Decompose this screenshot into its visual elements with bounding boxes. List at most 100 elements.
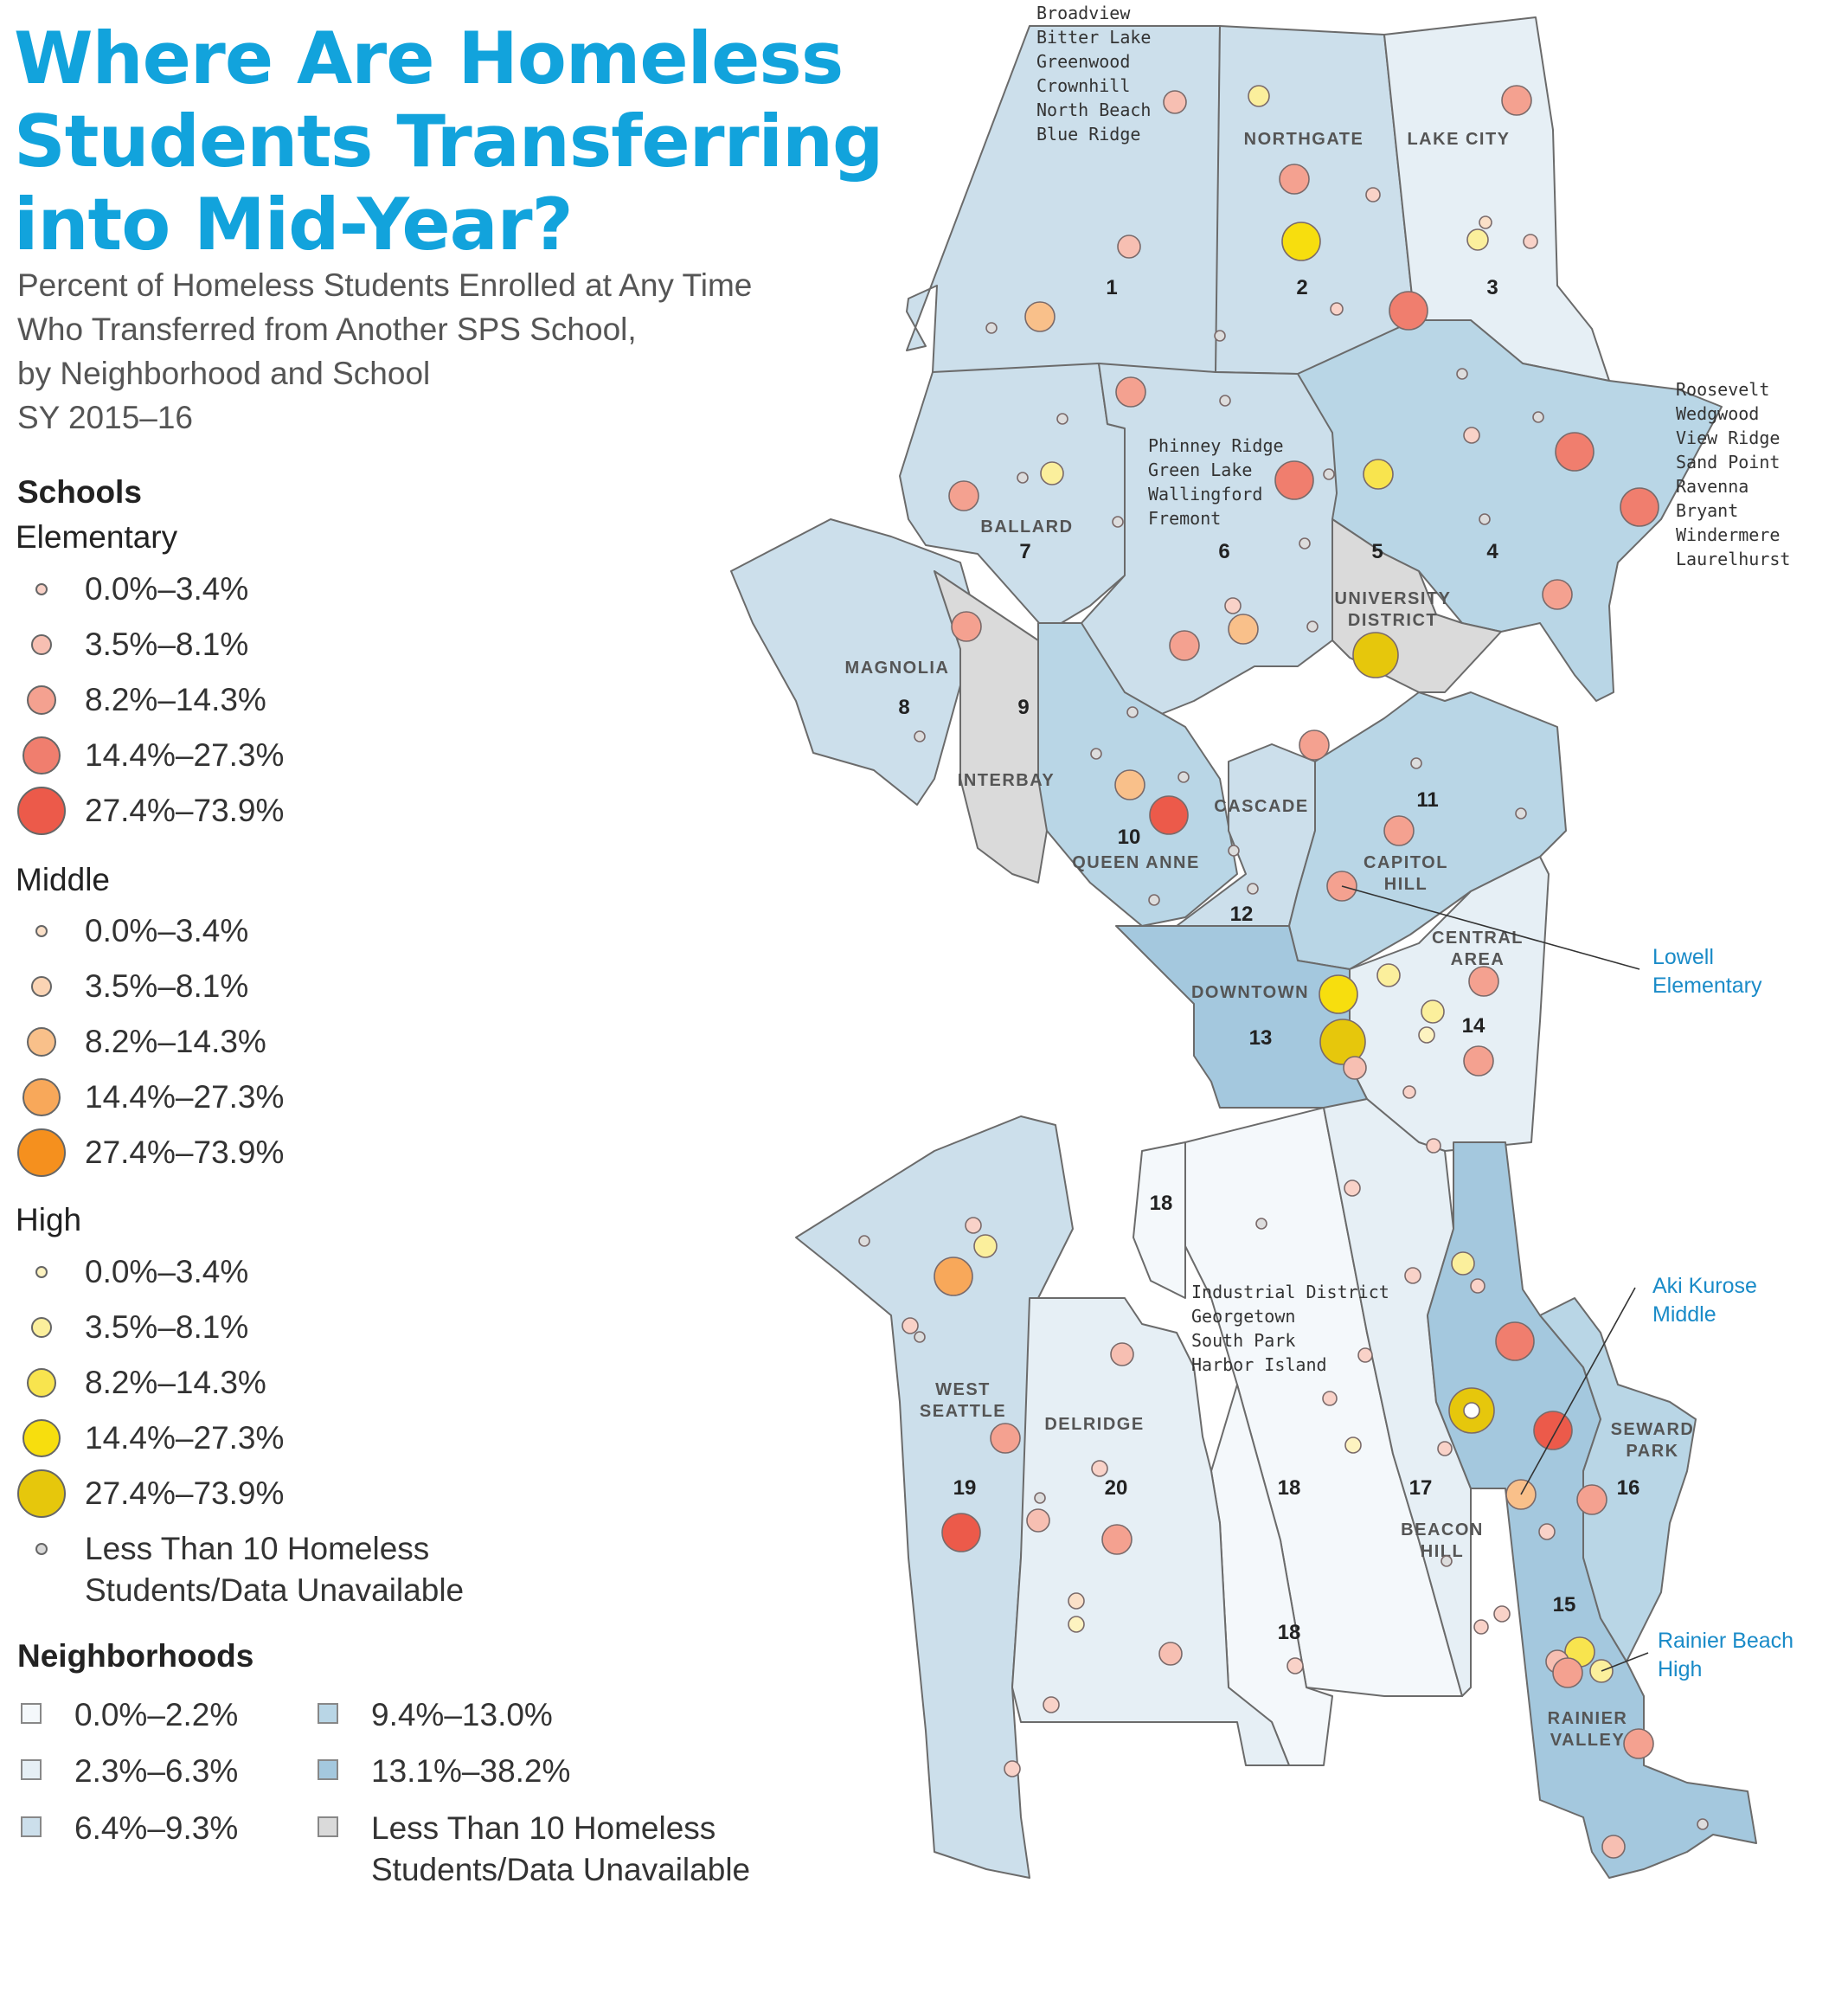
legend-elementary-5: 27.4%–73.9% [16,785,284,837]
school-marker [1437,1441,1453,1456]
school-marker [1555,432,1595,472]
region-number: 18 [1278,1476,1301,1500]
school-marker [1034,1492,1046,1504]
region-number: 2 [1296,276,1307,299]
region-number: 8 [898,696,909,719]
callout-rainier-beach: Rainier Beach [1658,1629,1793,1653]
list-item: Blue Ridge [1036,124,1140,145]
list-item: View Ridge [1676,427,1780,448]
region-number: 16 [1617,1476,1640,1500]
legend-middle-4: 14.4%–27.3% [16,1071,284,1123]
list-item: Phinney Ridge [1148,435,1284,456]
legend-high-2: 3.5%–8.1% [16,1302,248,1353]
area-label-queen-anne: QUEEN ANNE [1072,853,1200,872]
area-label-university-district: UNIVERSITY [1334,589,1451,608]
range-label: 3.5%–8.1% [85,627,249,662]
list-item: Windermere [1676,524,1780,545]
school-marker [1463,1402,1480,1419]
neighborhoods-heading: Neighborhoods [17,1638,254,1674]
school-marker [1470,1278,1485,1294]
list-item: Wallingford [1148,484,1262,505]
school-marker [1091,1460,1108,1477]
circle-icon [35,1266,48,1278]
school-marker [1479,215,1492,229]
school-marker [1493,1605,1511,1623]
area-label-rainier-valley: RAINIER [1548,1709,1628,1728]
circle-icon [17,1469,66,1518]
region-9 [934,570,1056,884]
school-marker [1228,845,1240,857]
range-label: 3.5%–8.1% [85,1309,249,1345]
school-marker [1274,460,1314,500]
school-marker [1299,730,1330,761]
area-label-downtown: DOWNTOWN [1191,983,1309,1002]
school-marker [1281,222,1321,261]
school-marker [1068,1616,1085,1633]
list-item: Industrial District [1191,1282,1389,1302]
swatch [318,1759,338,1780]
title-line: Students Transferring [14,100,883,183]
school-marker [1495,1321,1535,1361]
range-label: 0.0%–3.4% [85,571,249,607]
legend-middle-5: 27.4%–73.9% [16,1127,284,1179]
swatch [21,1759,42,1780]
area-label-northgate: NORTHGATE [1244,130,1364,149]
range-label: Less Than 10 Homeless Students/Data Unav… [371,1810,751,1887]
school-marker [1552,1657,1583,1688]
school-marker [1114,769,1145,800]
school-marker [1163,90,1187,114]
area-label-central-area: AREA [1451,950,1505,969]
region-numbers: 1 2 3 4 5 6 7 8 9 10 11 12 13 14 15 16 1… [898,276,1639,1644]
circle-icon [27,1368,56,1398]
swatch [21,1816,42,1837]
circle-icon [35,583,48,595]
school-marker [1451,1251,1475,1276]
region-19 [795,1115,1074,1879]
region-6 [1081,363,1338,719]
subtitle-line: by Neighborhood and School [17,356,431,391]
school-marker [1177,771,1190,783]
area-label-capitol-hill: CAPITOL [1364,853,1448,872]
range-label: 0.0%–3.4% [85,1254,249,1289]
legend-high-3: 8.2%–14.3% [16,1357,266,1409]
neighborhood-range-6: Less Than 10 Homeless Students/Data Unav… [318,1808,821,1894]
list-item: Crownhill [1036,75,1130,96]
list-item: Wedgwood [1676,403,1759,424]
area-label-ballard: BALLARD [980,517,1073,537]
school-marker [1418,1026,1435,1044]
list-item: Green Lake [1148,460,1252,480]
school-marker [1515,807,1527,820]
range-label: 0.0%–2.2% [74,1697,239,1732]
callout-rainier-beach: High [1658,1657,1702,1681]
circle-icon [17,787,66,835]
area-label-west-seattle: SEATTLE [920,1402,1006,1421]
title-line: into Mid-Year? [14,183,574,267]
school-marker [1112,516,1124,528]
area-label-beacon-hill: HILL [1421,1542,1464,1561]
region-number: 3 [1486,276,1498,299]
school-marker [1322,1391,1338,1406]
region-number: 10 [1118,826,1141,849]
school-marker [1117,235,1141,259]
school-marker [1363,459,1394,490]
region-16 [1539,1297,1697,1662]
subtitle-line: Percent of Homeless Students Enrolled at… [17,267,753,303]
region-number: 11 [1416,788,1438,812]
school-marker [1542,579,1573,610]
list-item: Ravenna [1676,476,1749,497]
school-marker [858,1235,870,1247]
circle-icon [35,925,48,937]
school-marker [1402,1085,1416,1099]
school-marker [1287,1657,1304,1674]
school-marker [1068,1592,1085,1610]
school-marker [1026,1508,1050,1533]
area-label-beacon-hill: BEACON [1401,1520,1484,1539]
circle-icon [17,1128,66,1177]
swatch [21,1703,42,1724]
legend-school-no-data: Less Than 10 Homeless Students/Data Unav… [16,1528,604,1615]
school-marker [1115,376,1146,408]
circle-icon [22,1078,61,1116]
legend-middle-2: 3.5%–8.1% [16,961,248,1012]
neighborhood-range-3: 6.4%–9.3% [21,1808,238,1849]
school-marker [1344,1179,1361,1197]
